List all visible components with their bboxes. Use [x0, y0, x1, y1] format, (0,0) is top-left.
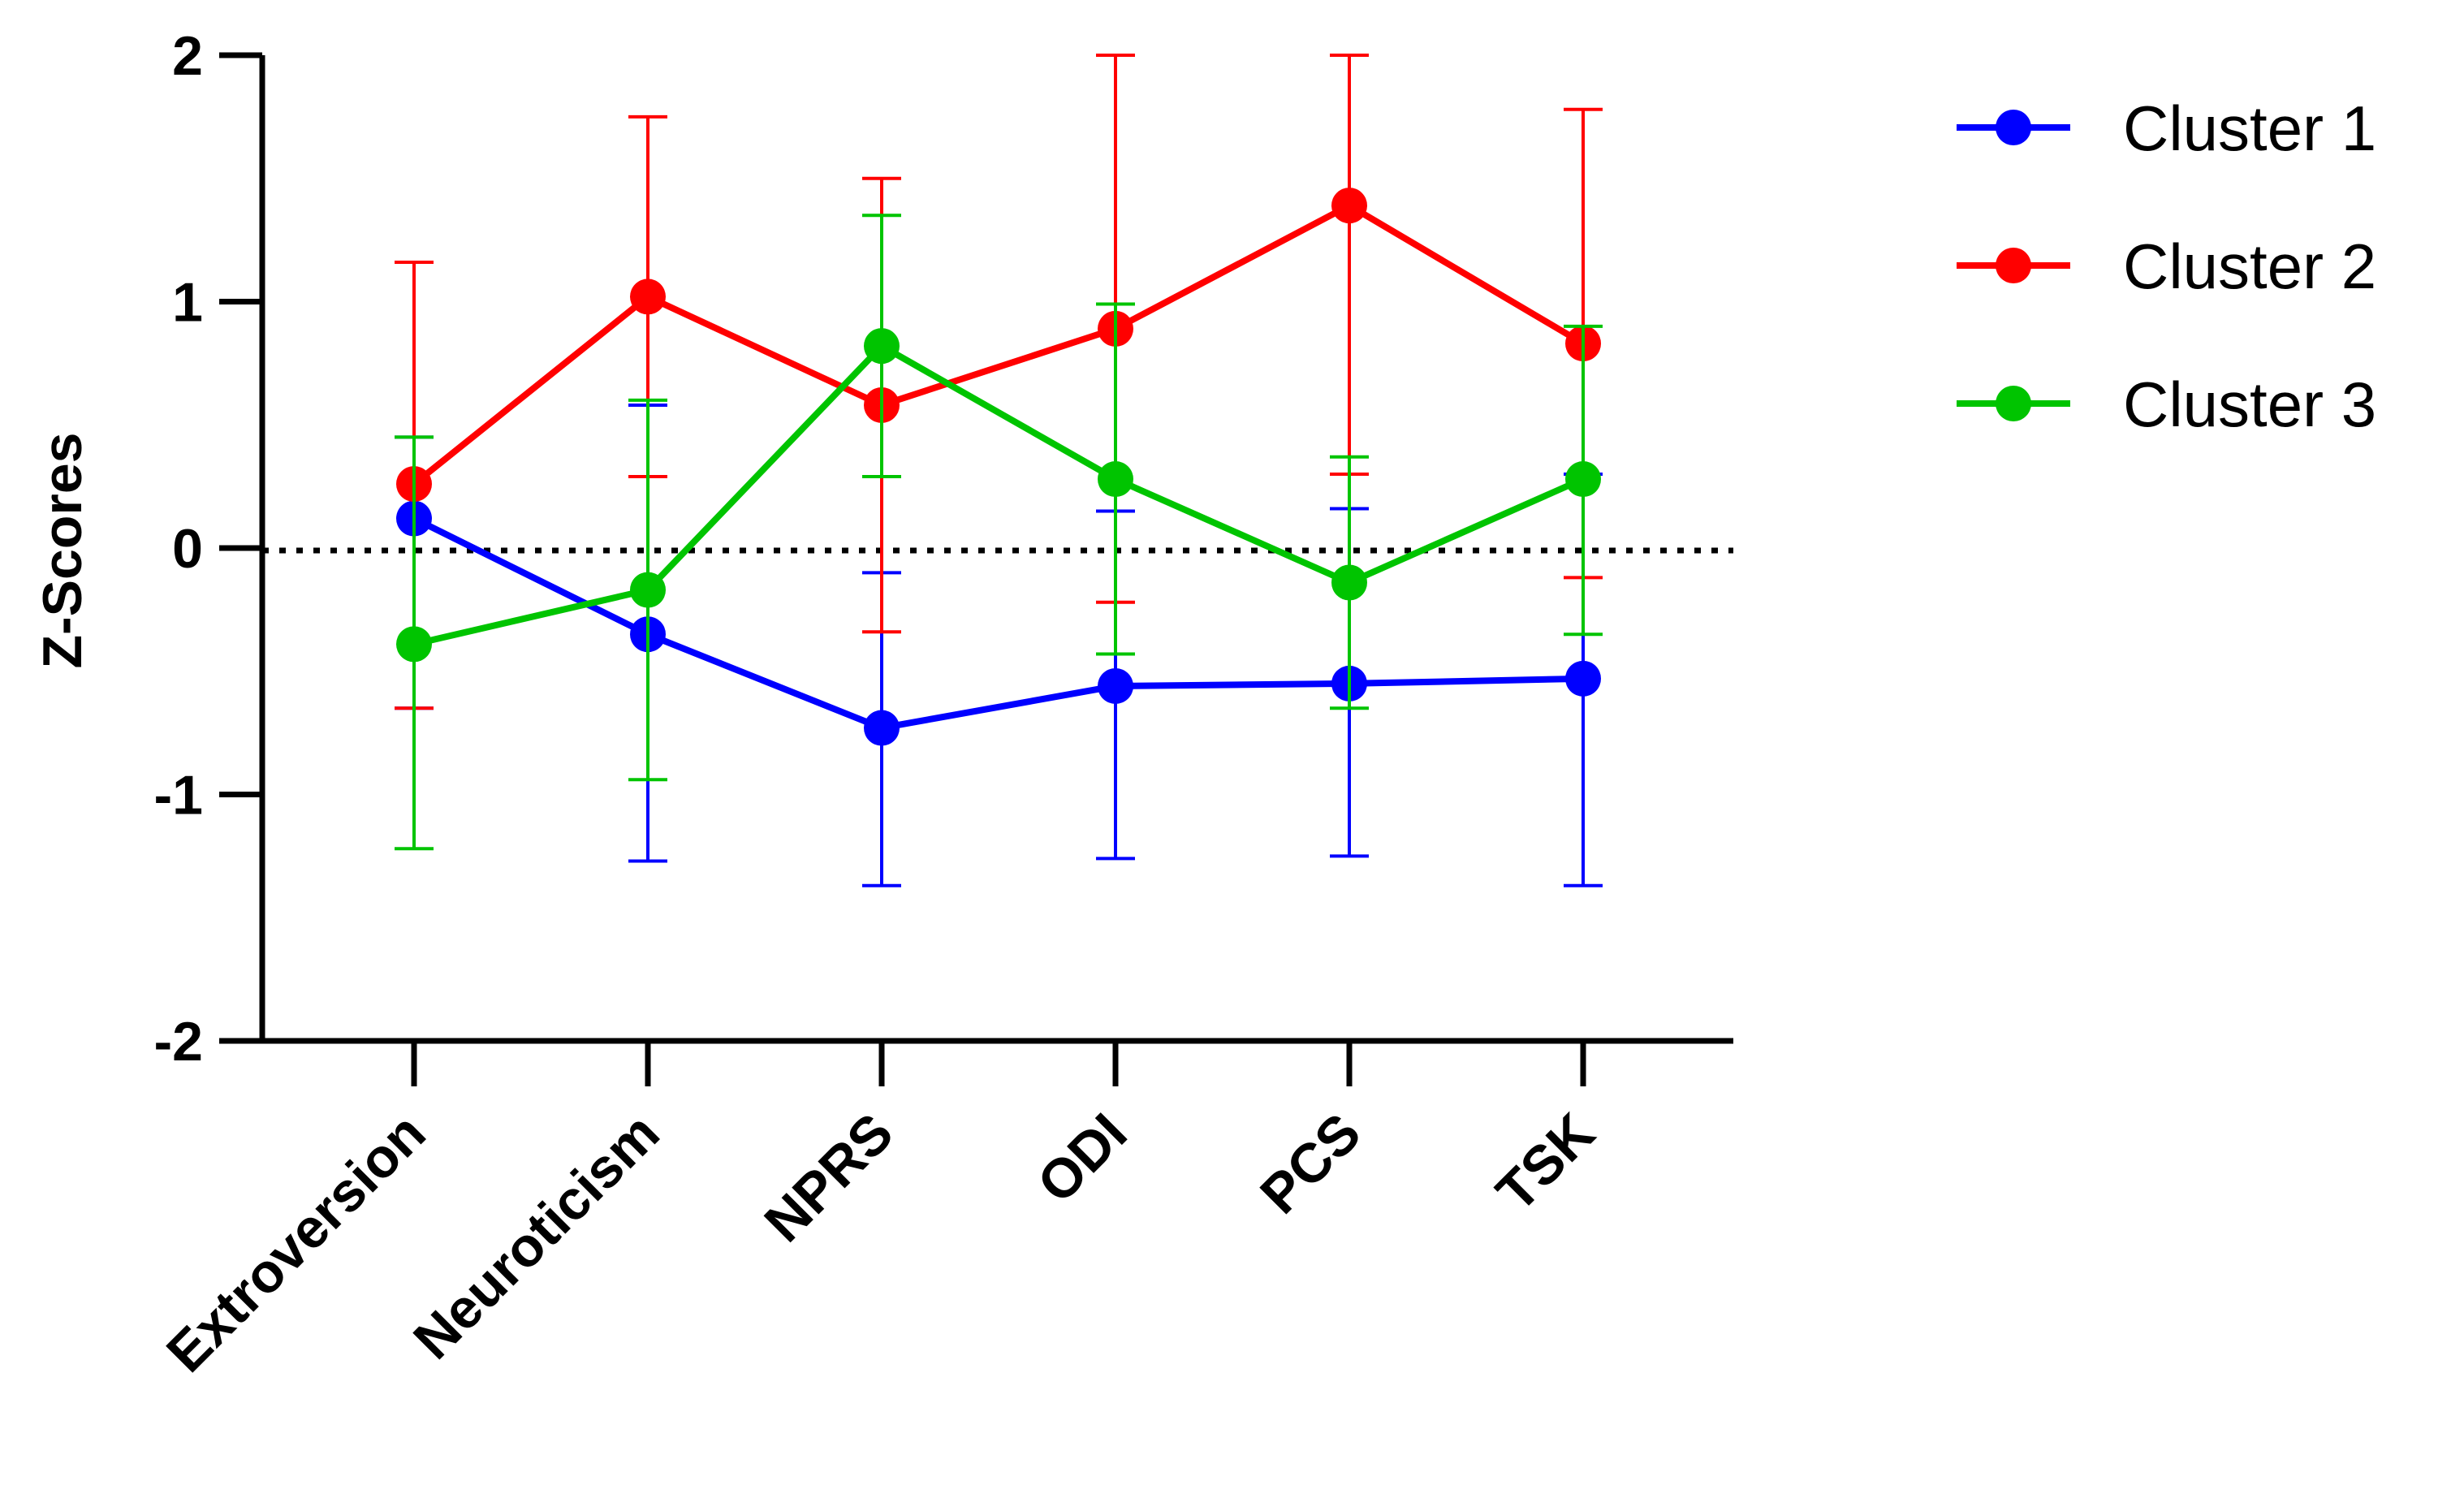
- series-line: [412, 202, 1586, 487]
- series-cluster-1: [395, 403, 1603, 887]
- series-line: [413, 343, 1585, 648]
- axes: [259, 55, 1733, 1044]
- legend-item-cluster-3: Cluster 3: [1957, 369, 2376, 440]
- y-tick-label: -1: [154, 765, 203, 827]
- y-tick-label: -2: [154, 1011, 203, 1073]
- x-category-label: NPRS: [753, 1102, 904, 1254]
- data-point: [630, 572, 666, 608]
- data-point: [864, 710, 900, 746]
- legend-item-cluster-1: Cluster 1: [1957, 93, 2376, 164]
- y-ticks: 2 1 0 -1 -2: [154, 25, 262, 1073]
- legend-label: Cluster 2: [2123, 231, 2376, 302]
- legend-label: Cluster 1: [2123, 93, 2376, 164]
- legend: Cluster 1 Cluster 2 Cluster 3: [1957, 93, 2376, 440]
- x-category-label: Extroversion: [155, 1102, 438, 1384]
- legend-item-cluster-2: Cluster 2: [1957, 231, 2376, 302]
- y-axis-title: Z-Scores: [32, 433, 93, 669]
- legend-swatch-marker: [1996, 110, 2031, 145]
- series-layer: [395, 54, 1603, 887]
- y-tick-label: 2: [172, 25, 203, 87]
- y-tick-label: 1: [172, 272, 203, 334]
- x-category-label: Neuroticism: [402, 1102, 671, 1371]
- data-point: [1331, 188, 1367, 224]
- legend-label: Cluster 3: [2123, 369, 2376, 440]
- legend-swatch-marker: [1996, 248, 2031, 283]
- series-cluster-3: [395, 214, 1603, 851]
- data-point: [1565, 660, 1601, 697]
- series-line: [412, 515, 1584, 732]
- data-point: [396, 626, 432, 663]
- legend-swatch-marker: [1996, 386, 2031, 421]
- data-point: [1098, 667, 1133, 704]
- data-point: [1565, 461, 1601, 498]
- data-point: [1098, 461, 1133, 498]
- data-point: [630, 278, 666, 315]
- error-bar: [1330, 54, 1369, 476]
- x-category-label: TSK: [1485, 1102, 1607, 1224]
- data-point: [864, 328, 900, 365]
- data-point: [1331, 564, 1367, 601]
- x-category-label: PCS: [1249, 1102, 1373, 1226]
- x-category-label: ODI: [1025, 1102, 1138, 1215]
- series-cluster-2: [395, 54, 1603, 710]
- y-tick-label: 0: [172, 518, 203, 580]
